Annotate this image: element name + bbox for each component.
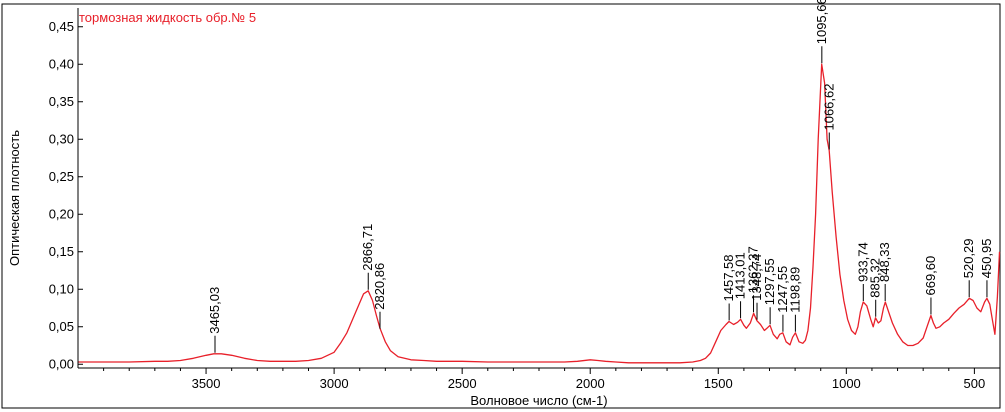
x-tick-label: 2000	[576, 376, 605, 391]
peak-label: 885,32	[868, 258, 883, 298]
y-tick-label: 0,35	[49, 94, 74, 109]
x-tick-label: 3500	[192, 376, 221, 391]
peak-label: 1297,55	[762, 258, 777, 305]
y-tick-label: 0,45	[49, 19, 74, 34]
peak-label: 848,33	[877, 242, 892, 282]
x-tick-label: 1000	[832, 376, 861, 391]
y-axis-label: Оптическая плотность	[7, 130, 22, 266]
peak-label: 1066,62	[821, 84, 836, 131]
peak-label: 669,60	[923, 256, 938, 296]
y-tick-label: 0,00	[49, 356, 74, 371]
y-tick-label: 0,10	[49, 281, 74, 296]
y-tick-label: 0,40	[49, 56, 74, 71]
peak-label: 1362,37	[746, 246, 761, 293]
y-axis: 0,00 0,05 0,10 0,15 0,20 0,25 0,30 0,35 0,40 0,45	[49, 8, 83, 371]
peak-label: 450,95	[979, 238, 994, 278]
peak-label: 1247,55	[775, 266, 790, 313]
x-axis-label: Волновое число (см-1)	[470, 393, 607, 408]
y-tick-label: 0,05	[49, 319, 74, 334]
y-tick-label: 0,30	[49, 131, 74, 146]
legend-series-name: тормозная жидкость обр.№ 5	[79, 10, 256, 25]
y-tick-label: 0,15	[49, 244, 74, 259]
x-tick-label: 500	[964, 376, 986, 391]
peak-label: 1348,74	[749, 254, 764, 301]
figure-border	[1, 3, 1001, 409]
peak-label: 933,74	[855, 242, 870, 282]
x-axis: 3500 3000 2500 2000 1500 1000 500	[78, 367, 1000, 391]
peak-label: 2866,71	[360, 224, 375, 271]
peak-label: 3465,03	[207, 287, 222, 334]
peak-label: 1413,01	[733, 252, 748, 299]
x-tick-label: 2500	[448, 376, 477, 391]
x-tick-label: 3000	[320, 376, 349, 391]
peak-label: 520,29	[961, 238, 976, 278]
peak-label: 2820,86	[372, 263, 387, 310]
peak-label: 1198,89	[787, 267, 802, 313]
y-tick-label: 0,20	[49, 206, 74, 221]
y-tick-label: 0,25	[49, 169, 74, 184]
plot-area	[78, 63, 1001, 364]
peak-label: 1095,66	[814, 0, 829, 44]
spectrum-line	[78, 63, 1001, 364]
peak-label: 1457,58	[721, 255, 736, 302]
x-tick-label: 1500	[704, 376, 733, 391]
